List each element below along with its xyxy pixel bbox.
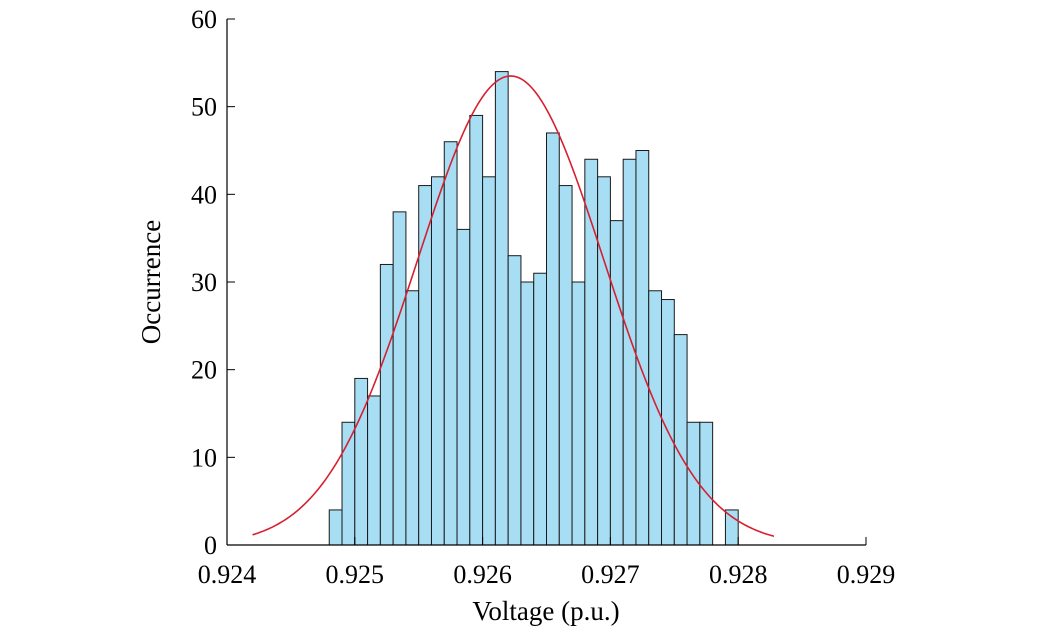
histogram-bar: [328, 509, 343, 546]
histogram-bar: [571, 281, 586, 546]
histogram-bars: [328, 71, 739, 546]
histogram-bar: [469, 114, 484, 546]
y-tick-label: 20: [191, 356, 217, 385]
histogram-bar: [597, 176, 611, 546]
histogram-bar: [533, 272, 547, 546]
histogram-bar: [430, 176, 445, 546]
histogram-bar: [609, 220, 624, 546]
histogram-bar: [673, 334, 688, 546]
y-axis-title: Occurrence: [136, 220, 166, 344]
normal-fit-curve: [252, 75, 775, 538]
histogram-bar: [507, 255, 522, 546]
y-tick-label: 0: [204, 531, 217, 560]
histogram-bar: [584, 158, 599, 546]
histogram-bar: [546, 132, 560, 546]
x-tick-label: 0.924: [198, 560, 257, 589]
histogram-bar: [379, 263, 394, 546]
y-tick-label: 10: [191, 443, 217, 472]
y-tick-label: 60: [191, 5, 217, 34]
x-tick-label: 0.928: [709, 560, 768, 589]
histogram-bar: [482, 176, 496, 546]
x-tick-label: 0.925: [326, 560, 385, 589]
histogram-bar: [635, 150, 650, 546]
histogram-bar: [443, 141, 458, 546]
y-tick-label: 30: [191, 268, 217, 297]
histogram-bar: [724, 509, 739, 546]
x-tick-label: 0.927: [581, 560, 640, 589]
histogram-bar: [494, 71, 509, 546]
y-tick-label: 50: [191, 93, 217, 122]
histogram-bar: [520, 281, 535, 546]
histogram-bar: [699, 421, 714, 546]
histogram-bar: [405, 290, 420, 546]
x-axis-ticks: 0.924 0.925 0.926 0.927 0.928 0.929: [198, 537, 896, 589]
x-tick-label: 0.926: [453, 560, 512, 589]
histogram-bar: [367, 395, 381, 546]
y-axis-ticks: 0 10 20 30 40 50 60: [191, 5, 235, 560]
x-tick-label: 0.929: [837, 560, 896, 589]
y-tick-label: 40: [191, 180, 217, 209]
histogram-bar: [648, 290, 663, 546]
histogram-bar: [558, 185, 573, 546]
histogram-bar: [392, 211, 407, 546]
x-axis-title: Voltage (p.u.): [472, 596, 619, 626]
histogram-bar: [622, 158, 637, 546]
histogram-bar: [456, 228, 471, 546]
